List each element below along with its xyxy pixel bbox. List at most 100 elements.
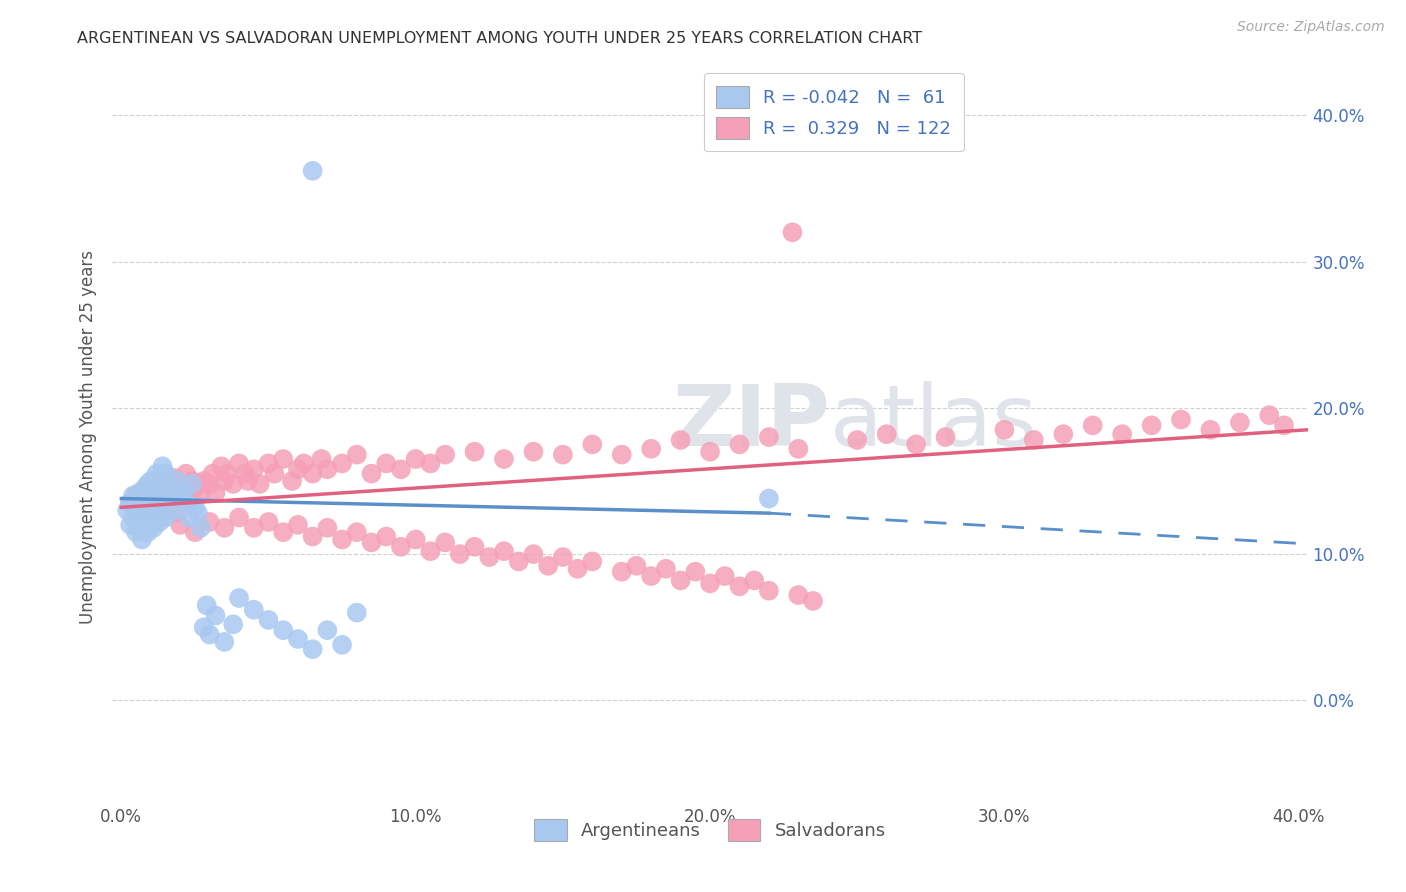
Point	[581, 437, 603, 451]
Point	[669, 574, 692, 588]
Point	[934, 430, 956, 444]
Point	[157, 489, 180, 503]
Point	[699, 576, 721, 591]
Point	[228, 457, 250, 471]
Point	[125, 496, 148, 510]
Point	[204, 608, 226, 623]
Point	[152, 496, 174, 510]
Point	[287, 632, 309, 646]
Point	[360, 467, 382, 481]
Point	[187, 506, 209, 520]
Point	[375, 457, 398, 471]
Point	[222, 476, 245, 491]
Point	[699, 444, 721, 458]
Point	[360, 535, 382, 549]
Point	[214, 635, 236, 649]
Point	[181, 476, 204, 491]
Point	[201, 467, 224, 481]
Point	[346, 606, 368, 620]
Point	[115, 503, 138, 517]
Point	[263, 467, 285, 481]
Point	[405, 533, 427, 547]
Point	[166, 506, 188, 520]
Point	[233, 467, 256, 481]
Point	[217, 467, 239, 481]
Point	[287, 462, 309, 476]
Point	[301, 642, 323, 657]
Point	[1081, 418, 1104, 433]
Point	[1111, 427, 1133, 442]
Point	[330, 457, 353, 471]
Point	[249, 476, 271, 491]
Point	[1272, 418, 1295, 433]
Point	[136, 525, 159, 540]
Point	[993, 423, 1015, 437]
Point	[209, 459, 232, 474]
Point	[195, 599, 218, 613]
Point	[292, 457, 315, 471]
Point	[190, 521, 212, 535]
Point	[405, 452, 427, 467]
Point	[389, 540, 412, 554]
Point	[184, 500, 207, 515]
Point	[508, 554, 530, 568]
Point	[782, 225, 804, 239]
Point	[728, 437, 751, 451]
Point	[1052, 427, 1074, 442]
Point	[301, 164, 323, 178]
Point	[346, 448, 368, 462]
Point	[169, 476, 191, 491]
Point	[198, 627, 221, 641]
Legend: Argentineans, Salvadorans: Argentineans, Salvadorans	[527, 812, 893, 848]
Point	[120, 496, 142, 510]
Point	[728, 579, 751, 593]
Point	[134, 481, 156, 495]
Point	[787, 442, 810, 456]
Point	[669, 433, 692, 447]
Point	[742, 574, 765, 588]
Point	[193, 474, 215, 488]
Point	[190, 485, 212, 500]
Point	[876, 427, 898, 442]
Point	[198, 515, 221, 529]
Point	[152, 503, 174, 517]
Point	[136, 476, 159, 491]
Point	[160, 481, 183, 495]
Point	[145, 503, 167, 517]
Point	[1199, 423, 1222, 437]
Point	[136, 491, 159, 506]
Point	[228, 591, 250, 605]
Point	[145, 496, 167, 510]
Point	[316, 521, 339, 535]
Point	[128, 521, 150, 535]
Point	[1170, 412, 1192, 426]
Point	[187, 476, 209, 491]
Point	[846, 433, 869, 447]
Point	[125, 506, 148, 520]
Point	[257, 613, 280, 627]
Point	[142, 521, 165, 535]
Point	[758, 430, 780, 444]
Text: ARGENTINEAN VS SALVADORAN UNEMPLOYMENT AMONG YOUTH UNDER 25 YEARS CORRELATION CH: ARGENTINEAN VS SALVADORAN UNEMPLOYMENT A…	[77, 31, 922, 46]
Point	[242, 521, 264, 535]
Point	[551, 549, 574, 564]
Point	[626, 558, 648, 573]
Point	[242, 603, 264, 617]
Point	[169, 517, 191, 532]
Point	[316, 623, 339, 637]
Point	[172, 485, 194, 500]
Point	[155, 467, 177, 481]
Point	[257, 515, 280, 529]
Text: Source: ZipAtlas.com: Source: ZipAtlas.com	[1237, 20, 1385, 34]
Point	[685, 565, 707, 579]
Point	[301, 467, 323, 481]
Point	[434, 535, 457, 549]
Point	[567, 562, 589, 576]
Point	[166, 474, 188, 488]
Point	[464, 444, 486, 458]
Point	[581, 554, 603, 568]
Point	[131, 533, 153, 547]
Point	[136, 503, 159, 517]
Point	[713, 569, 735, 583]
Point	[640, 569, 662, 583]
